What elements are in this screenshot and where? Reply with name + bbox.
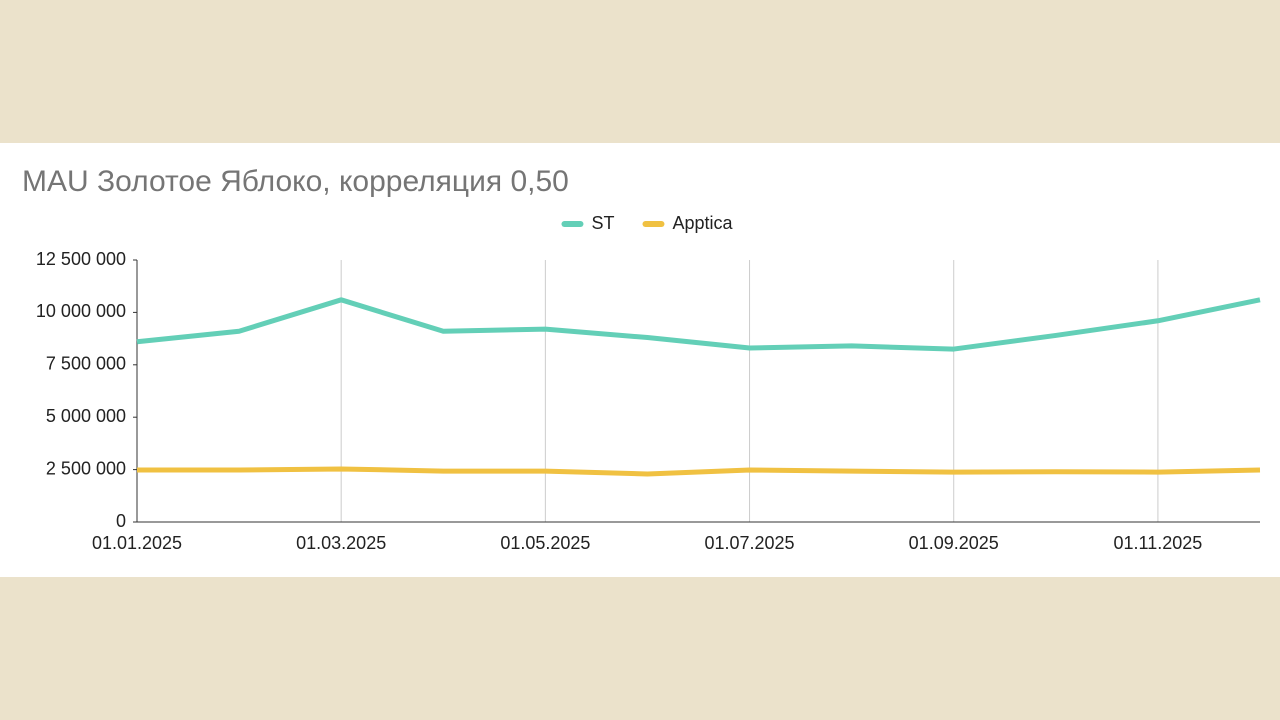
x-tick-label: 01.03.2025 bbox=[296, 533, 386, 553]
x-tick-label: 01.11.2025 bbox=[1114, 533, 1203, 553]
y-tick-label: 7 500 000 bbox=[46, 354, 126, 374]
legend-label: ST bbox=[591, 213, 614, 233]
series-line bbox=[137, 466, 1261, 477]
y-tick-label: 0 bbox=[116, 511, 126, 531]
y-tick-label: 10 000 000 bbox=[36, 301, 126, 321]
series-line bbox=[136, 297, 1261, 352]
x-tick-label: 01.09.2025 bbox=[909, 533, 999, 553]
y-tick-label: 12 500 000 bbox=[36, 249, 126, 269]
x-tick-label: 01.01.2025 bbox=[92, 533, 182, 553]
y-tick-label: 2 500 000 bbox=[46, 458, 126, 478]
x-tick-label: 01.07.2025 bbox=[704, 533, 794, 553]
chart-title: MAU Золотое Яблоко, корреляция 0,50 bbox=[22, 165, 569, 198]
y-tick-label: 5 000 000 bbox=[46, 406, 126, 426]
x-tick-label: 01.05.2025 bbox=[500, 533, 590, 553]
chart-panel bbox=[0, 143, 1280, 577]
legend-label: Apptica bbox=[672, 213, 733, 233]
